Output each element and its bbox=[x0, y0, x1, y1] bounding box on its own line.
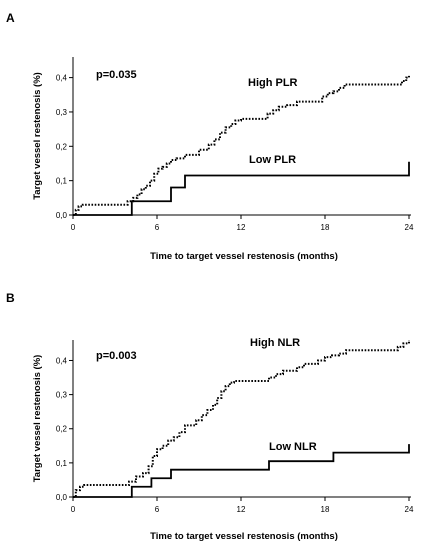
y-tick-label: 0,4 bbox=[56, 356, 68, 365]
x-tick-label: 6 bbox=[155, 505, 160, 514]
x-tick-label: 12 bbox=[237, 223, 246, 232]
series-label-high-nlr: High NLR bbox=[250, 337, 300, 349]
axes bbox=[69, 340, 411, 501]
series-line-high-plr bbox=[73, 76, 409, 215]
x-tick-label: 24 bbox=[405, 505, 414, 514]
series-line-low-nlr bbox=[73, 444, 409, 497]
y-tick-label: 0,1 bbox=[56, 177, 68, 186]
y-tick-label: 0,0 bbox=[56, 493, 68, 502]
y-tick-label: 0,3 bbox=[56, 108, 68, 117]
y-tick-label: 0,1 bbox=[56, 459, 68, 468]
x-tick-label: 6 bbox=[155, 223, 160, 232]
y-tick-label: 0,4 bbox=[56, 74, 68, 83]
panel-label: A bbox=[6, 11, 15, 25]
x-tick-label: 12 bbox=[237, 505, 246, 514]
x-axis-title: Time to target vessel restenosis (months… bbox=[150, 531, 338, 542]
series-line-low-plr bbox=[73, 162, 409, 215]
chart-panel-b: B 0 6 12 18 24 0,0 0,1 0,2 0,3 0,4 Time to target v… bbox=[6, 291, 414, 542]
y-tick-label: 0,0 bbox=[56, 211, 68, 220]
panel-label: B bbox=[6, 291, 15, 305]
series-line-high-nlr bbox=[73, 340, 409, 497]
series-label-low-nlr: Low NLR bbox=[269, 441, 317, 453]
y-axis-title: Target vessel restenosis (%) bbox=[32, 355, 43, 483]
y-axis-title: Target vessel restenosis (%) bbox=[32, 72, 43, 200]
chart-panel-a: A 0 6 12 18 24 0,0 0,1 0,2 0,3 0,4 Time to target v… bbox=[6, 11, 414, 262]
axes bbox=[69, 57, 411, 219]
y-tick-label: 0,3 bbox=[56, 391, 68, 400]
series-label-low-plr: Low PLR bbox=[249, 154, 296, 166]
x-tick-label: 0 bbox=[71, 505, 76, 514]
x-tick-label: 18 bbox=[321, 223, 330, 232]
p-value-annotation: p=0.035 bbox=[96, 69, 137, 81]
x-axis-title: Time to target vessel restenosis (months… bbox=[150, 251, 338, 262]
y-tick-label: 0,2 bbox=[56, 142, 68, 151]
x-tick-label: 0 bbox=[71, 223, 76, 232]
y-tick-label: 0,2 bbox=[56, 425, 68, 434]
series-label-high-plr: High PLR bbox=[248, 77, 298, 89]
x-tick-label: 18 bbox=[321, 505, 330, 514]
x-tick-label: 24 bbox=[405, 223, 414, 232]
p-value-annotation: p=0.003 bbox=[96, 350, 137, 362]
